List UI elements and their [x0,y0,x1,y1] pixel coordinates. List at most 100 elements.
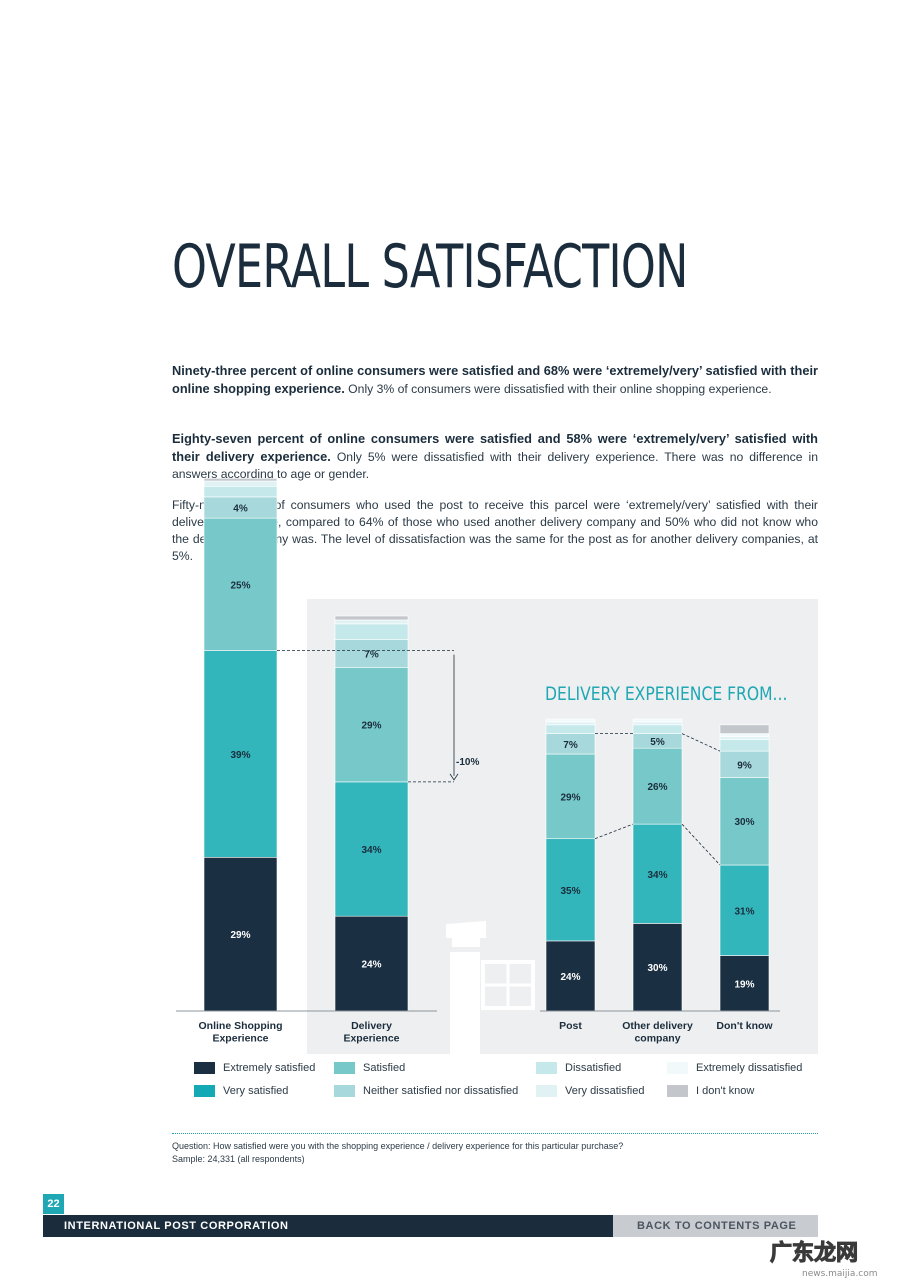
bar-connector-1-1 [594,823,634,840]
category-label-2-2: Experience [343,1033,399,1045]
bar-label-4-1: 30% [647,963,667,974]
legend-item-1: Extremely satisfied [194,1062,315,1074]
intro-paragraph-3: Fifty-nine percent of consumers who used… [172,498,818,563]
bar-segment-1-1 [203,856,278,1012]
back-to-contents-link[interactable]: BACK TO CONTENTS PAGE [613,1215,818,1237]
category-label-5-1: Don't know [716,1020,773,1032]
category-label-4-2: company [634,1033,680,1045]
legend-item-7: Extremely dissatisfied [667,1062,802,1074]
bar-segment-4-6 [632,721,683,726]
bar-segment-5-4 [719,750,770,778]
bar-segment-3-3 [545,753,596,840]
bar-segment-2-5 [334,623,409,641]
para1-body: Only 3% of consumers were dissatisfied w… [344,382,772,396]
bar-label-4-4: 5% [650,737,665,748]
bar-segment-4-5 [632,724,683,734]
footnote-question: Question: How satisfied were you with th… [172,1141,624,1151]
bar-segment-5-2 [719,864,770,956]
bar-segment-4-3 [632,747,683,825]
bar-segment-2-1 [334,915,409,1012]
intro-paragraph-2: Eighty-seven percent of online consumers… [172,430,818,483]
bar-segment-3-5 [545,724,596,734]
legend-item-8: I don't know [667,1085,754,1097]
legend-swatch-5 [536,1062,557,1074]
bar-label-5-3: 30% [734,817,754,828]
bar-label-3-4: 7% [563,740,578,751]
legend-item-4: Neither satisfied nor dissatisfied [334,1085,518,1097]
legend-item-3: Satisfied [334,1062,405,1074]
bar-segment-2-2 [334,781,409,917]
bar-segment-1-2 [203,650,278,858]
bar-label-3-3: 29% [560,792,580,803]
para1-lead: Ninety-three percent of online consumers… [172,363,818,396]
legend-label-7: Extremely dissatisfied [696,1062,803,1074]
category-label-2-1: Delivery [351,1020,392,1032]
legend-item-2: Very satisfied [194,1085,288,1097]
bar-segment-3-1 [545,940,596,1012]
bar-label-1-3: 25% [230,580,250,591]
bar-label-2-4: 7% [364,650,379,661]
legend-swatch-2 [194,1085,215,1097]
legend-swatch-1 [194,1062,215,1074]
bar-label-5-4: 9% [737,760,752,771]
bar-label-1-1: 29% [230,930,250,941]
bar-label-2-3: 29% [361,721,381,732]
legend-swatch-3 [334,1062,355,1074]
bar-segment-3-6 [545,721,596,726]
bar-segment-5-3 [719,777,770,866]
para2-lead: Eighty-seven percent of online consumers… [172,431,818,464]
bar-connector-2-3 [681,733,721,752]
bar-segment-5-7 [719,733,770,737]
satisfaction-chart: DELIVERY EXPERIENCE FROM... 29% 39% 25% 4% 2… [176,478,818,1054]
bar-connector-2-1 [681,823,721,866]
bar-label-3-2: 35% [560,886,580,897]
bar-segment-1-6 [203,480,278,487]
bar-segment-5-1 [719,955,770,1012]
bar-label-2-1: 24% [361,960,381,971]
category-label-1-1: Online Shopping [199,1020,283,1032]
legend-swatch-8 [667,1085,688,1097]
category-label-4-1: Other delivery [622,1020,693,1032]
legend-label-5: Dissatisfied [565,1062,622,1074]
bar-segment-1-3 [203,517,278,651]
bar-segment-4-2 [632,823,683,924]
bar-segment-2-8 [334,615,409,621]
bar-segment-2-3 [334,667,409,783]
bar-segment-4-7 [632,718,683,723]
footer-organization: INTERNATIONAL POST CORPORATION [43,1215,613,1237]
legend-swatch-4 [334,1085,355,1097]
courier-silhouette-icon [446,921,535,1054]
intro-paragraph-1: Ninety-three percent of online consumers… [172,362,818,398]
bar-label-1-4: 4% [233,504,248,515]
bar-segment-2-4 [334,639,409,668]
bar-segment-1-5 [203,485,278,498]
footnote: Question: How satisfied were you with th… [172,1133,818,1166]
legend-label-6: Very dissatisfied [565,1085,645,1097]
bar-segment-2-6 [334,619,409,625]
bar-label-3-1: 24% [560,972,580,983]
legend-label-8: I don't know [696,1085,755,1097]
para2-body: Only 5% were dissatisfied with their del… [172,450,818,481]
change-arrow-head [449,773,459,781]
watermark-url: news.maijia.com [802,1269,878,1279]
category-label-3-1: Post [559,1020,582,1032]
bar-segment-3-7 [545,718,596,723]
legend-label-4: Neither satisfied nor dissatisfied [363,1085,519,1097]
change-annotation: -10% [456,757,479,768]
legend-item-6: Very dissatisfied [536,1085,644,1097]
bar-label-5-2: 31% [734,906,754,917]
bar-segment-5-8 [719,724,770,734]
legend-item-5: Dissatisfied [536,1062,621,1074]
delivery-from-subtitle: DELIVERY EXPERIENCE FROM... [545,684,787,706]
bar-segment-3-2 [545,838,596,942]
legend-label-1: Extremely satisfied [223,1062,316,1074]
watermark-text: 广东龙网 [770,1240,858,1266]
bar-label-4-2: 34% [647,870,667,881]
bar-label-4-3: 26% [647,782,667,793]
bar-label-1-2: 39% [230,750,250,761]
watermark-logo: 广东龙网 news.maijia.com [770,1240,878,1280]
bar-label-5-1: 19% [734,979,754,990]
bar-label-2-2: 34% [361,845,381,856]
legend-swatch-6 [536,1085,557,1097]
legend-label-3: Satisfied [363,1062,406,1074]
